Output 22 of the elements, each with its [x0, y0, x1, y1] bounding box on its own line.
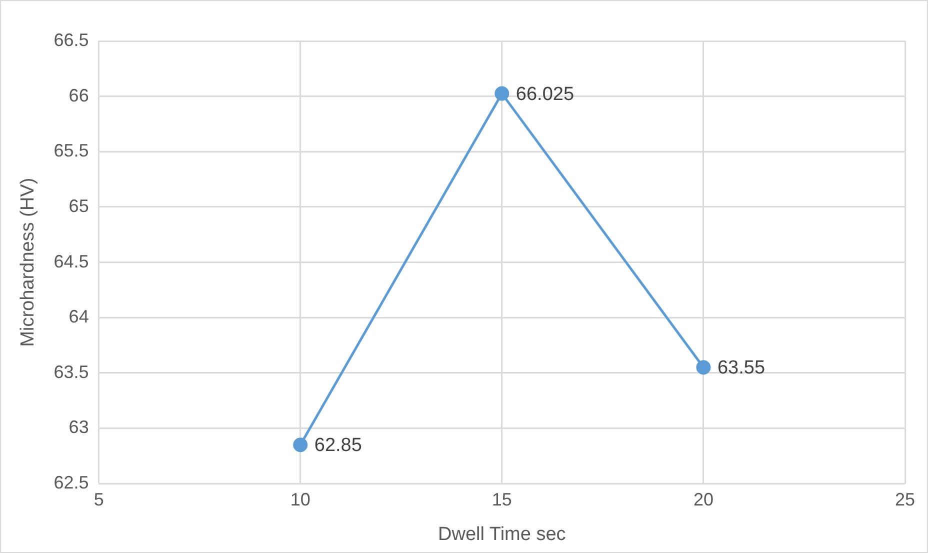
y-tick-label: 64.5 — [54, 251, 89, 272]
y-axis-title: Microhardness (HV) — [18, 178, 39, 347]
x-tick-label: 25 — [894, 489, 916, 510]
point — [293, 438, 308, 452]
data-label: 63.55 — [717, 358, 766, 379]
y-tick-label: 66.5 — [54, 30, 89, 50]
y-tick-label: 62.5 — [54, 472, 89, 493]
y-tick-label: 65 — [68, 196, 89, 216]
data-label: 66.025 — [516, 84, 574, 105]
y-tick-label: 64 — [68, 306, 89, 327]
x-tick-label: 5 — [94, 489, 104, 510]
data-label: 62.85 — [314, 435, 362, 456]
point — [696, 360, 711, 375]
x-tick-label: 10 — [290, 489, 310, 510]
y-tick-label: 66 — [68, 85, 89, 106]
y-tick-label: 63.5 — [54, 362, 89, 382]
y-tick-label: 65.5 — [54, 140, 89, 161]
x-axis-title: Dwell Time sec — [438, 524, 566, 545]
point — [494, 86, 510, 101]
x-tick-label: 15 — [492, 489, 512, 510]
y-tick-label: 63 — [68, 417, 89, 438]
x-tick-label: 20 — [693, 489, 714, 510]
